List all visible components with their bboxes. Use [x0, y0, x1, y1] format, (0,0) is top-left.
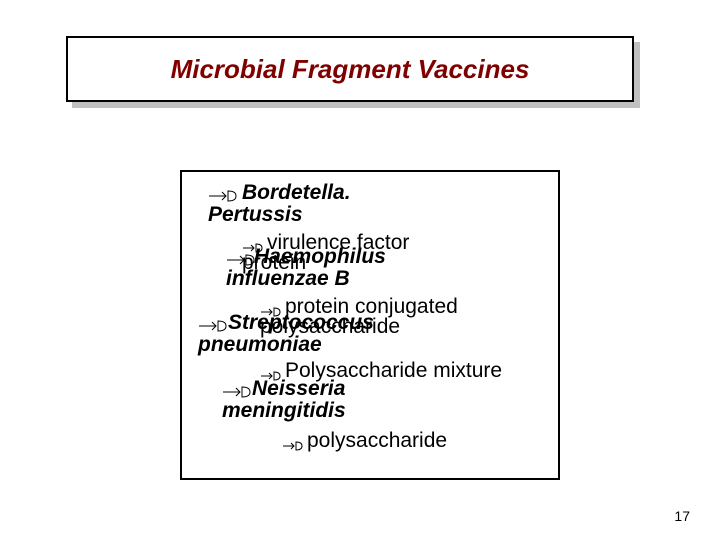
list-item-cont: pneumoniae: [198, 334, 322, 356]
item-label: influenzae B: [226, 267, 350, 290]
bullet-wrap: [198, 312, 232, 334]
slide: Microbial Fragment Vaccines Bordetella. …: [0, 0, 720, 540]
hand-pointer-small-icon: [282, 435, 304, 447]
sub-item-label: polysaccharide: [307, 429, 447, 452]
item-label: meningitidis: [222, 399, 346, 422]
hand-pointer-icon: [222, 382, 252, 396]
page-number: 17: [674, 508, 690, 524]
list-item-cont: Pertussis: [208, 204, 303, 226]
list-item: Bordetella.: [208, 182, 351, 204]
item-label: Bordetella.: [242, 181, 351, 204]
item-label: Pertussis: [208, 203, 303, 226]
hand-pointer-icon: [226, 250, 256, 264]
list-item-cont: meningitidis: [222, 400, 346, 422]
content-box: Bordetella. Pertussis virulence factor H…: [180, 170, 560, 480]
hand-pointer-icon: [198, 316, 228, 330]
list-item-cont: influenzae B: [226, 268, 350, 290]
item-label: Neisseria: [252, 377, 345, 400]
list-item: Neisseria: [252, 378, 345, 400]
list-sub-item: polysaccharide: [282, 430, 447, 452]
hand-pointer-small-icon: [260, 365, 282, 377]
item-label: pneumoniae: [198, 333, 322, 356]
bullet-wrap: [222, 378, 256, 400]
bullet-wrap: [226, 246, 260, 268]
title-box: Microbial Fragment Vaccines: [66, 36, 634, 102]
hand-pointer-icon: [208, 186, 238, 200]
slide-title: Microbial Fragment Vaccines: [171, 54, 530, 85]
